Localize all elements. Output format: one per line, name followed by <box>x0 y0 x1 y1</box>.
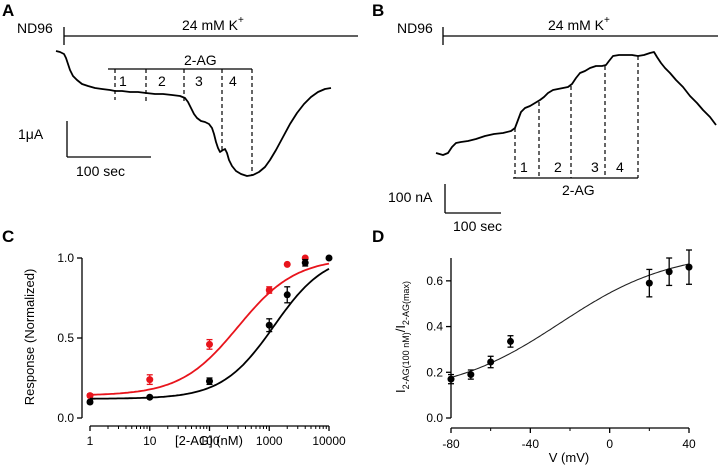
panel-c: C Response (Normalized) [2-AG] (nM) 1 10 1… <box>2 227 346 448</box>
x-tick-label: -80 <box>442 437 460 451</box>
data-point-red <box>206 340 213 348</box>
x-tick-label: -40 <box>522 437 540 451</box>
trace-b-interval-3: 3 <box>591 159 599 175</box>
y-tick-label: 0.4 <box>426 320 443 334</box>
x-tick-label: 10000 <box>312 434 346 448</box>
chart-d-xlabel: V (mV) <box>549 450 589 465</box>
panel-b: B ND96 24 mM K+ 1 2 3 4 2-AG 100 nA 100 … <box>372 1 718 234</box>
data-point-black <box>146 393 154 401</box>
y-tick-label: 0.2 <box>426 365 443 379</box>
x-tick-label: 0 <box>606 437 613 451</box>
chart-d-plot <box>447 249 693 385</box>
data-point-black <box>325 254 333 262</box>
trace-a-current <box>55 50 332 177</box>
chart-c-xlabel: [2-AG] (nM) <box>175 433 243 448</box>
data-point-black <box>301 259 309 267</box>
y-tick-label: 0.0 <box>426 411 443 425</box>
data-point <box>467 371 475 379</box>
chart-c-plot <box>86 254 333 406</box>
data-point <box>447 375 455 383</box>
trace-a-interval-3: 3 <box>195 73 203 89</box>
trace-b-interval-2: 2 <box>554 159 562 175</box>
trace-b-scale-x-label: 100 sec <box>453 218 502 234</box>
y-tick-label: 0.5 <box>57 331 74 345</box>
trace-a-interval-1: 1 <box>119 73 127 89</box>
fit-curve <box>450 263 690 378</box>
panel-label-a: A <box>2 1 14 20</box>
trace-b-k-label: 24 mM K+ <box>548 15 610 33</box>
fit-curve-red <box>89 262 330 396</box>
trace-a-nd96-label: ND96 <box>17 20 53 36</box>
x-tick-label: 1 <box>87 434 94 448</box>
trace-b-scale-y-label: 100 nA <box>388 189 433 205</box>
x-tick-label: 10 <box>143 434 157 448</box>
x-tick-label: 100 <box>199 434 219 448</box>
trace-a-scale-y-label: 1μA <box>18 126 44 142</box>
data-point <box>487 358 495 366</box>
data-point-red <box>265 286 273 294</box>
trace-a-interval-2: 2 <box>158 73 166 89</box>
data-point-red <box>86 392 94 400</box>
trace-a-2ag-label: 2-AG <box>184 52 217 68</box>
trace-b-interval-1: 1 <box>520 159 528 175</box>
trace-a-scale-x-label: 100 sec <box>76 163 125 179</box>
panel-a: A ND96 24 mM K+ 2-AG 1 2 3 4 1μA 100 sec <box>2 1 358 179</box>
trace-b-nd96-label: ND96 <box>397 20 433 36</box>
trace-a-interval-4: 4 <box>229 73 237 89</box>
chart-c-ylabel: Response (Normalized) <box>22 269 37 406</box>
panel-label-b: B <box>372 1 384 20</box>
data-point-red <box>146 376 154 384</box>
data-point <box>645 279 653 287</box>
trace-b-interval-4: 4 <box>616 159 624 175</box>
data-point-black <box>86 398 94 406</box>
panel-d: D I2-AG(100 nM)/I2-AG(max) V (mV) -80 -40… <box>372 227 696 465</box>
x-tick-label: 1000 <box>256 434 283 448</box>
data-point <box>685 263 693 271</box>
data-point-red <box>283 260 291 268</box>
y-tick-label: 0.0 <box>57 411 74 425</box>
data-point <box>507 337 514 345</box>
data-point <box>665 268 673 276</box>
x-tick-label: 40 <box>682 437 696 451</box>
y-tick-label: 1.0 <box>57 251 74 265</box>
trace-b-current <box>435 51 717 156</box>
y-tick-label: 0.6 <box>426 274 443 288</box>
data-point-black <box>265 321 273 329</box>
data-point-black <box>206 377 213 385</box>
panel-label-c: C <box>2 227 14 246</box>
data-point-black <box>283 291 291 299</box>
chart-d-axes: -80 -40 0 40 0.0 0.2 0.4 0.6 <box>426 258 696 451</box>
chart-d-ylabel: I2-AG(100 nM)/I2-AG(max) <box>393 281 411 393</box>
fit-curve-black <box>90 268 330 400</box>
chart-c-axes: 1 10 100 1000 10000 0.0 0.5 1.0 <box>57 251 346 448</box>
trace-b-2ag-label: 2-AG <box>562 182 595 198</box>
panel-label-d: D <box>372 227 384 246</box>
trace-a-k-label: 24 mM K+ <box>182 15 244 33</box>
